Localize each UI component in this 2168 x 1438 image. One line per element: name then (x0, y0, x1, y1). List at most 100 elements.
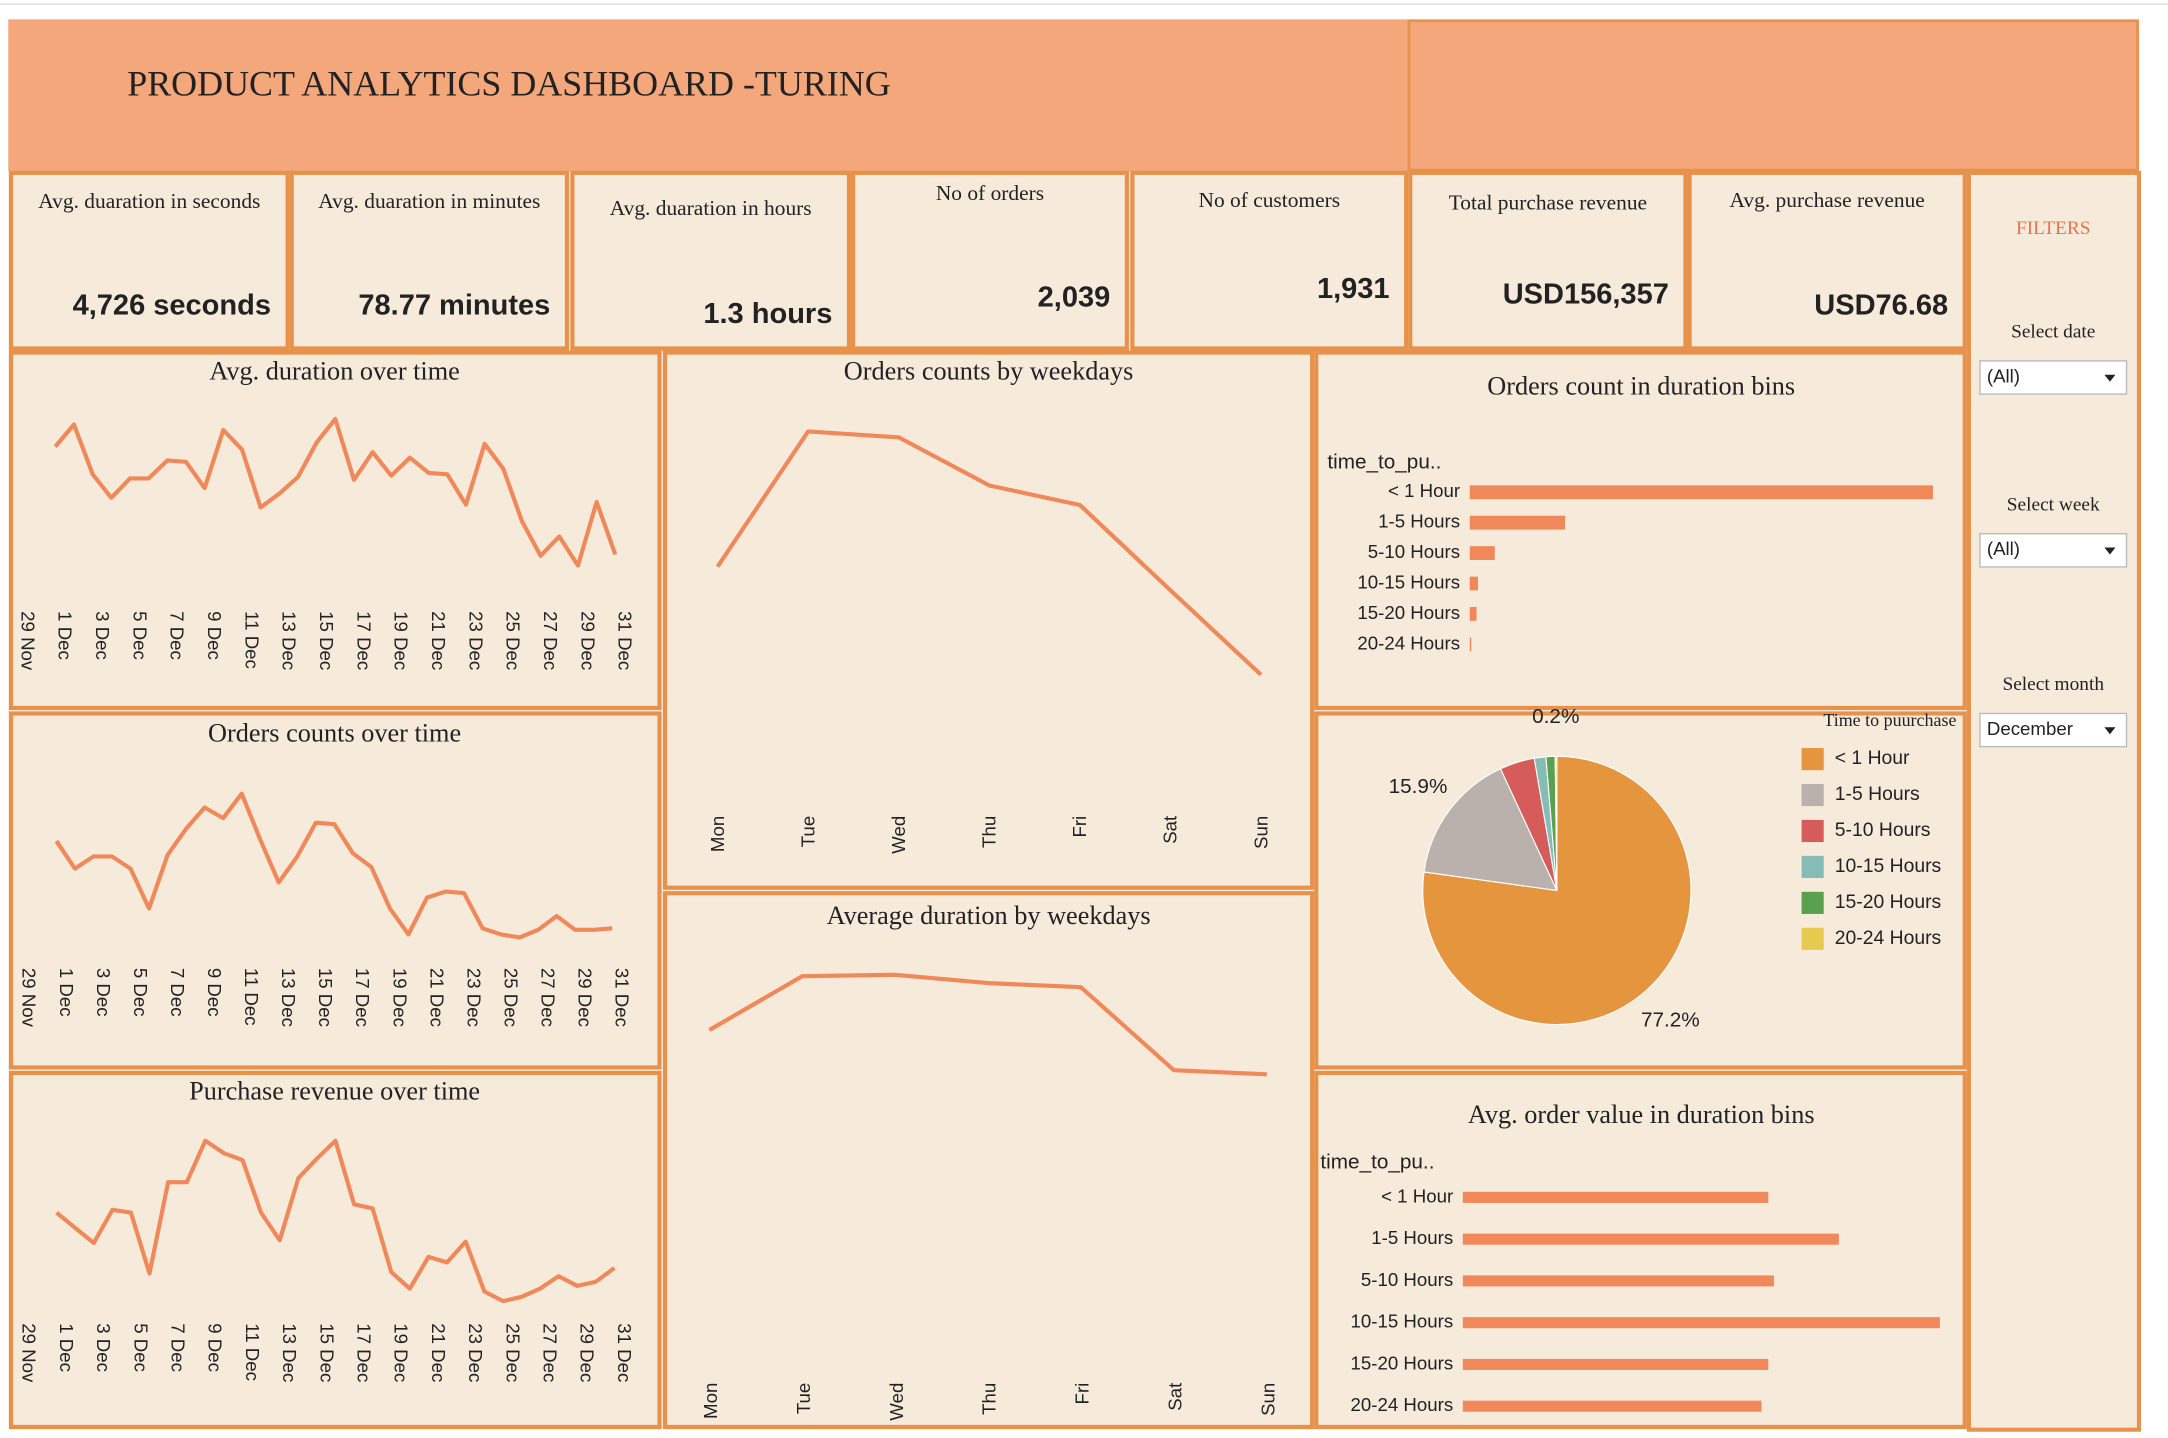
x-tick-label: 29 Dec (575, 968, 596, 1027)
chart-title: Orders counts over time (208, 719, 461, 748)
line (715, 429, 1263, 677)
dropdown-arrow (2104, 547, 2116, 555)
kpi-value: 1,931 (1317, 273, 1390, 305)
filter-dropdown[interactable] (1979, 712, 2128, 748)
legend-label: < 1 Hour (1835, 747, 1910, 769)
x-tick-label: Mon (707, 816, 728, 852)
kpi-value: USD156,357 (1503, 279, 1669, 311)
x-tick-label: 1 Dec (56, 968, 77, 1017)
x-tick-label: 13 Dec (279, 611, 300, 670)
pie-label: 77.2% (1641, 1008, 1700, 1031)
kpi-label: Avg. purchase revenue (1730, 188, 1925, 212)
x-tick-label: 27 Dec (540, 611, 561, 670)
x-tick-label: 11 Dec (241, 968, 262, 1026)
x-tick-label: 31 Dec (612, 968, 633, 1027)
x-tick-label: 13 Dec (279, 1323, 300, 1382)
filter-dropdown[interactable] (1979, 360, 2128, 395)
header-band (8, 19, 1408, 172)
x-tick-label: 21 Dec (428, 1323, 449, 1382)
bar (1469, 485, 1933, 500)
line (53, 416, 618, 568)
x-tick-label: 19 Dec (389, 968, 410, 1027)
x-tick-label: 3 Dec (92, 611, 113, 660)
bar (1469, 515, 1566, 530)
y-tick-label: 10-15 Hours (1350, 1311, 1453, 1332)
x-tick-label: 31 Dec (614, 1323, 635, 1382)
legend-label: 15-20 Hours (1835, 891, 1941, 913)
x-tick-label: 9 Dec (205, 1323, 226, 1372)
x-tick-label: 23 Dec (463, 968, 484, 1027)
filter-value: December (1987, 718, 2073, 739)
legend-label: 1-5 Hours (1835, 783, 1920, 805)
x-tick-label: Tue (793, 1383, 814, 1414)
dropdown-arrow (2104, 374, 2116, 382)
x-tick-label: 25 Dec (500, 968, 521, 1027)
kpi-value: 78.77 minutes (358, 290, 550, 322)
y-tick-label: 1-5 Hours (1378, 511, 1460, 532)
header-box (1407, 19, 2139, 172)
kpi-value: 2,039 (1038, 281, 1111, 313)
x-tick-label: 5 Dec (130, 1323, 151, 1372)
y-tick-label: 10-15 Hours (1357, 571, 1460, 592)
kpi-card (851, 170, 1129, 351)
panel (662, 891, 1315, 1429)
bar (1469, 637, 1472, 652)
x-tick-label: 17 Dec (353, 1323, 374, 1382)
legend-swatch (1801, 855, 1824, 879)
legend-label: 5-10 Hours (1835, 819, 1931, 841)
chart-title: Avg. duration over time (209, 356, 459, 385)
y-tick-label: 5-10 Hours (1368, 541, 1460, 562)
panel (1314, 350, 1967, 711)
x-tick-label: Wed (888, 816, 909, 854)
bar (1462, 1400, 1762, 1412)
legend-swatch (1801, 819, 1824, 843)
x-tick-label: 15 Dec (316, 611, 337, 670)
pie-slice (1423, 768, 1558, 892)
kpi-card (570, 170, 852, 351)
chart-title: Average duration by weekdays (827, 901, 1151, 930)
x-tick-label: Fri (1072, 1383, 1093, 1405)
y-tick-label: 15-20 Hours (1350, 1352, 1453, 1373)
x-tick-label: 1 Dec (55, 611, 76, 660)
x-tick-label: Sun (1257, 1383, 1278, 1416)
x-tick-label: Sat (1165, 1382, 1186, 1411)
legend-swatch (1801, 748, 1824, 771)
x-tick-label: Wed (886, 1383, 907, 1421)
x-tick-label: Sun (1250, 816, 1271, 849)
y-tick-label: < 1 Hour (1381, 1185, 1453, 1206)
x-tick-label: 15 Dec (316, 1323, 337, 1382)
x-tick-label: 29 Dec (577, 611, 598, 670)
kpi-card (289, 170, 569, 351)
kpi-card (8, 170, 290, 351)
filters-title: FILTERS (2016, 218, 2091, 239)
dropdown-arrow (2104, 727, 2116, 735)
filter-label: Select week (2007, 495, 2100, 516)
chart-title: Avg. order value in duration bins (1468, 1100, 1815, 1129)
x-tick-label: Thu (979, 1383, 1000, 1415)
filter-value: (All) (1987, 365, 2020, 386)
x-tick-label: Thu (979, 816, 1000, 848)
filter-label: Select month (2002, 674, 2104, 695)
x-tick-label: 11 Dec (242, 1323, 263, 1381)
axis-label: time_to_pu.. (1327, 451, 1441, 474)
x-tick-label: 5 Dec (130, 968, 151, 1017)
x-tick-label: 17 Dec (353, 611, 374, 670)
x-tick-label: 29 Nov (19, 968, 40, 1028)
x-tick-label: Sat (1160, 815, 1181, 844)
legend-swatch (1801, 927, 1824, 950)
chart-title: Purchase revenue over time (189, 1077, 480, 1106)
x-tick-label: 23 Dec (465, 611, 486, 670)
legend-label: 10-15 Hours (1835, 855, 1941, 877)
x-tick-label: 19 Dec (391, 611, 412, 670)
filter-dropdown[interactable] (1979, 533, 2128, 568)
x-tick-label: 11 Dec (241, 611, 262, 669)
kpi-card (1408, 170, 1688, 351)
x-tick-label: 27 Dec (539, 1323, 560, 1382)
x-tick-label: 25 Dec (502, 1323, 523, 1382)
pie-slice (1554, 755, 1558, 891)
kpi-label: Avg. duaration in minutes (318, 189, 540, 213)
bar (1469, 607, 1477, 621)
x-tick-label: 21 Dec (428, 611, 449, 670)
x-tick-label: 23 Dec (465, 1323, 486, 1382)
